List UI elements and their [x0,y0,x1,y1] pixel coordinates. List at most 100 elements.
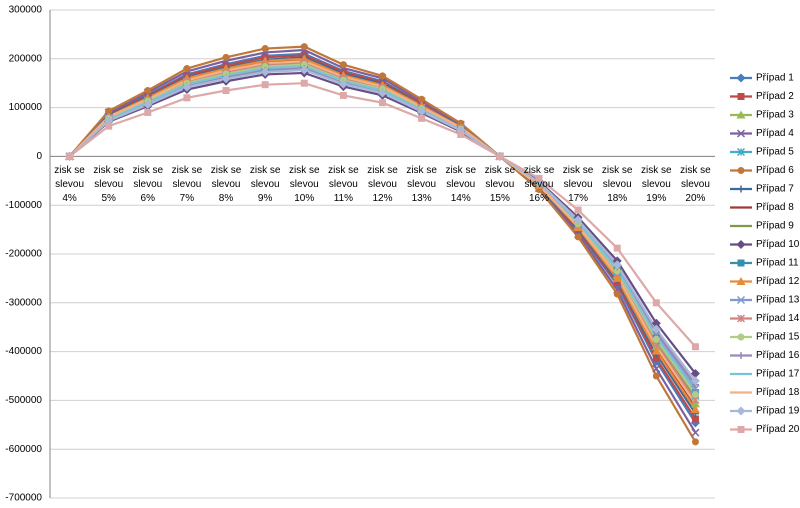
marker [66,152,74,160]
series-line [68,65,697,392]
marker [736,129,746,138]
y-tick-label: 100000 [9,102,43,113]
marker [222,87,230,95]
marker [691,391,699,399]
y-tick-label: -400000 [5,346,42,357]
marker [691,343,699,351]
legend-label: Případ 7 [756,184,794,195]
legend-label: Případ 2 [756,91,794,102]
legend-label: Případ 18 [756,387,800,398]
marker [691,438,699,446]
legend-label: Případ 17 [756,369,800,380]
marker [418,114,426,122]
marker [339,91,347,99]
marker [299,65,309,75]
x-tick-label: zisk se slevou 12% [367,165,398,205]
marker [652,335,660,343]
marker [612,273,622,282]
y-tick-label: -600000 [5,444,42,455]
series-line [68,52,697,424]
marker [691,384,700,393]
x-tick-label: zisk se slevou 5% [93,165,124,205]
marker [417,107,427,117]
x-tick-label: zisk se slevou 17% [562,165,594,205]
y-tick-label: 300000 [9,5,43,16]
marker [261,81,269,89]
marker [736,240,746,249]
marker [737,259,745,267]
legend-label: Případ 14 [756,313,800,324]
marker [105,107,113,115]
marker [736,147,746,157]
marker [379,72,386,80]
legend-label: Případ 9 [756,221,794,232]
marker [612,260,622,270]
marker [260,67,270,77]
legend-label: Případ 11 [756,258,799,269]
marker [573,215,583,225]
series-line [68,67,697,386]
marker [652,299,660,307]
marker [574,233,582,241]
marker [737,352,745,359]
series-line [68,61,697,401]
marker [574,206,582,214]
marker [737,185,745,193]
legend-label: Případ 12 [756,276,800,287]
marker [105,122,113,130]
x-tick-label: zisk se slevou 10% [288,165,320,205]
series-line [68,63,697,396]
marker [652,372,660,380]
x-tick-label: zisk se slevou 8% [210,165,242,205]
marker [143,100,153,110]
legend-label: Případ 20 [756,424,800,435]
x-tick-label: zisk se slevou 19% [641,165,672,205]
marker [737,333,745,341]
marker [736,73,746,83]
x-tick-label: zisk se slevou 4% [54,165,85,205]
marker [300,79,308,87]
series-line [68,56,697,415]
marker [652,354,660,362]
marker [183,65,191,73]
marker [300,43,308,51]
marker [737,93,745,100]
series-line [68,68,697,382]
x-tick-label: zisk se slevou 16% [523,165,555,205]
legend-label: Případ 5 [756,147,794,158]
marker [221,74,231,84]
marker [379,99,386,107]
y-tick-label: -500000 [5,395,42,406]
marker [300,61,308,69]
marker [736,110,746,119]
marker [418,95,426,103]
x-tick-label: zisk se slevou 11% [328,165,359,205]
marker [613,244,621,252]
marker [690,405,700,414]
marker [736,314,746,323]
marker [736,277,746,285]
legend-label: Případ 16 [756,350,800,361]
y-tick-label: -300000 [5,297,42,308]
series-line [68,62,697,399]
marker [613,267,621,275]
marker [613,290,621,298]
marker [736,295,746,305]
marker [690,369,700,379]
legend-label: Případ 8 [756,202,794,213]
x-tick-label: zisk se slevou 6% [132,165,164,205]
x-tick-label: zisk se slevou 9% [249,165,281,205]
x-tick-label: zisk se slevou 18% [601,165,633,205]
y-tick-label: -200000 [5,249,42,260]
marker [691,428,700,437]
y-tick-label: -100000 [5,200,42,211]
legend-label: Případ 3 [756,110,794,121]
marker [690,376,700,386]
marker [737,426,745,433]
legend-label: Případ 4 [756,128,794,139]
marker [261,63,269,71]
marker [182,82,192,92]
legend-label: Případ 1 [756,73,794,84]
series-line [68,71,697,375]
